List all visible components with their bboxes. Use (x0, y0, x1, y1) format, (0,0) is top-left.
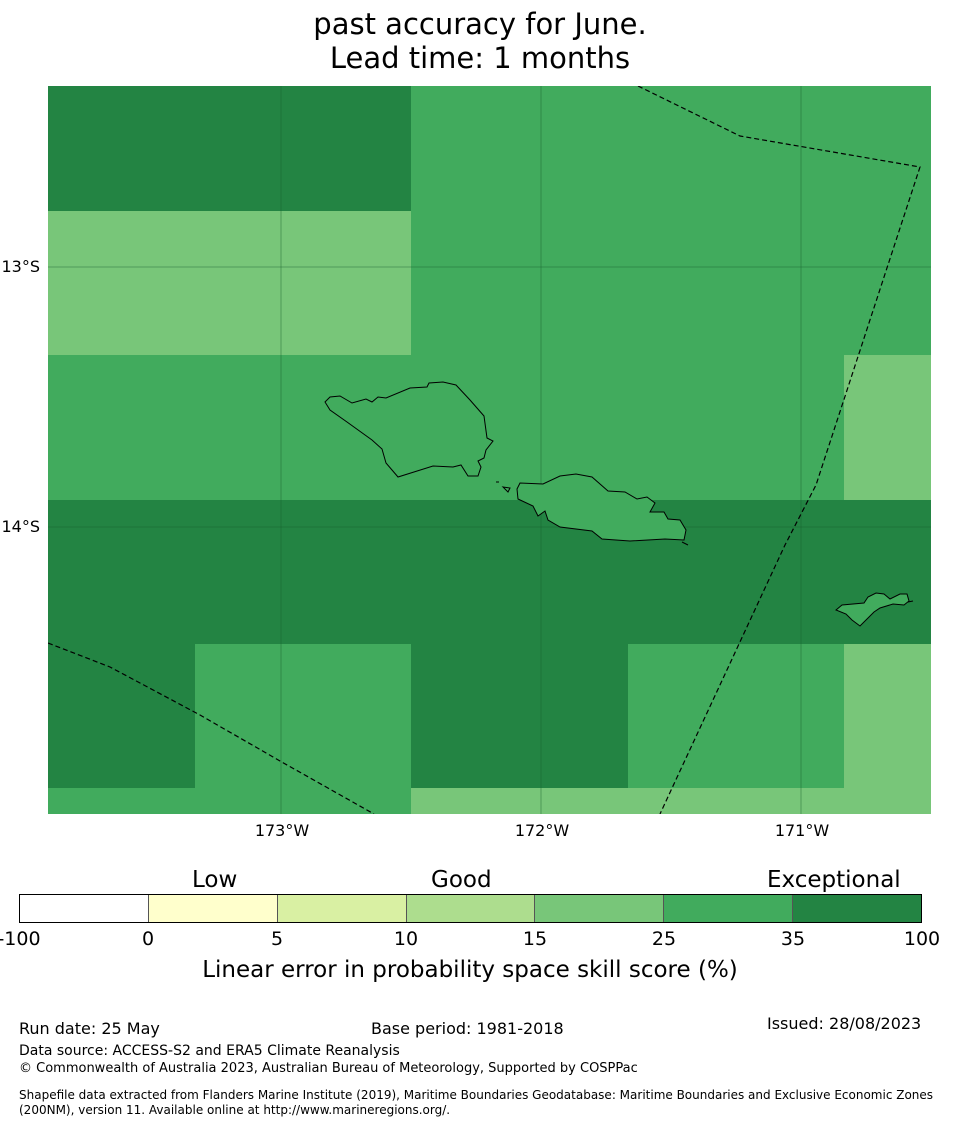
legend-category-exceptional: Exceptional (767, 867, 901, 893)
lat-label-14s: 14°S (1, 517, 40, 536)
colorbar-tick: 10 (393, 928, 419, 950)
base-period: Base period: 1981-2018 (371, 1019, 564, 1038)
manono-islet (501, 486, 511, 493)
colorbar-tick: 0 (141, 928, 155, 950)
grid-cell (844, 355, 931, 500)
colorbar-tick: 100 (903, 928, 941, 950)
legend-category-low: Low (192, 867, 238, 893)
colorbar-segment (277, 895, 407, 922)
grid-cell (48, 788, 411, 814)
grid-cell (628, 644, 844, 788)
colorbar-segment (406, 895, 536, 922)
grid-cell (411, 788, 931, 814)
graticule (48, 86, 931, 814)
map-title-line-3: Lead time: 1 months (329, 41, 631, 75)
copyright: © Commonwealth of Australia 2023, Austra… (19, 1061, 638, 1076)
colorbar-segment (535, 895, 665, 922)
shapefile-credit-line-1: Shapefile data extracted from Flanders M… (19, 1088, 934, 1102)
grid-cell (48, 211, 411, 355)
legend-category-good: Good (431, 867, 492, 893)
data-source: Data source: ACCESS-S2 and ERA5 Climate … (19, 1043, 400, 1059)
grid-cell (411, 86, 931, 211)
colorbar-tick: 5 (270, 928, 284, 950)
colorbar-label: Linear error in probability space skill … (202, 957, 738, 983)
grid-cell (48, 86, 411, 211)
grid-cell (844, 644, 931, 788)
savaii-island (324, 381, 494, 478)
colorbar (19, 894, 922, 923)
colorbar-segment (664, 895, 794, 922)
colorbar-tick: 25 (651, 928, 677, 950)
shapefile-credit-line-2: (200NM), version 11. Available online at… (19, 1103, 451, 1117)
islands (324, 381, 910, 627)
colorbar-segment (793, 895, 922, 922)
tutuila-island (835, 592, 910, 627)
lat-label-13s: 13°S (1, 257, 40, 276)
eez-boundary (48, 86, 921, 814)
map-title-line-2: past accuracy for June. (313, 7, 647, 41)
colorbar-segment (148, 895, 278, 922)
grid-cell (48, 644, 195, 788)
colorbar-segment (20, 895, 149, 922)
grid-cell (195, 644, 411, 788)
skill-grid (48, 86, 931, 814)
lon-label-171w: 171°W (774, 821, 830, 840)
colorbar-tick: -100 (0, 928, 41, 950)
lon-label-172w: 172°W (514, 821, 570, 840)
run-date: Run date: 25 May (19, 1019, 160, 1038)
grid-cell (48, 500, 931, 644)
colorbar-tick: 35 (780, 928, 806, 950)
lon-label-173w: 173°W (254, 821, 310, 840)
upolu-island (516, 473, 687, 542)
grid-cell (411, 644, 628, 788)
skill-map (48, 86, 931, 814)
colorbar-tick: 15 (522, 928, 548, 950)
issued-date: Issued: 28/08/2023 (767, 1014, 922, 1033)
grid-cell (411, 211, 931, 355)
